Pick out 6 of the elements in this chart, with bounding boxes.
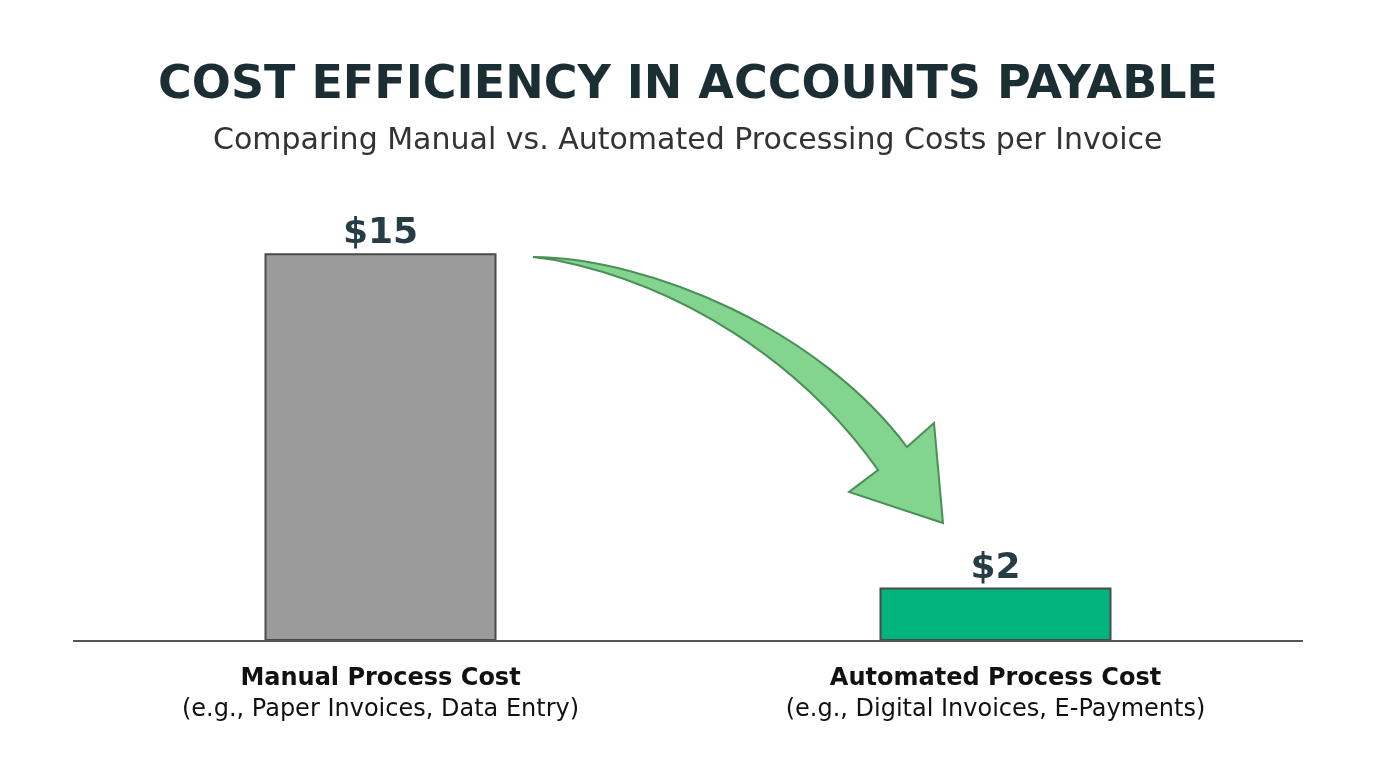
- chart-subtitle: Comparing Manual vs. Automated Processing Costs per Invoice: [213, 121, 1163, 156]
- x-tick-label: Automated Process Cost (e.g., Digital Invoices, E-Payments): [785, 662, 1206, 722]
- data-label: $2: [970, 544, 1021, 586]
- x-tick-label: Manual Process Cost (e.g., Paper Invoices, Data Entry): [181, 662, 580, 722]
- chart-title: COST EFFICIENCY IN ACCOUNTS PAYABLE: [158, 55, 1218, 110]
- data-label: $15: [342, 210, 419, 252]
